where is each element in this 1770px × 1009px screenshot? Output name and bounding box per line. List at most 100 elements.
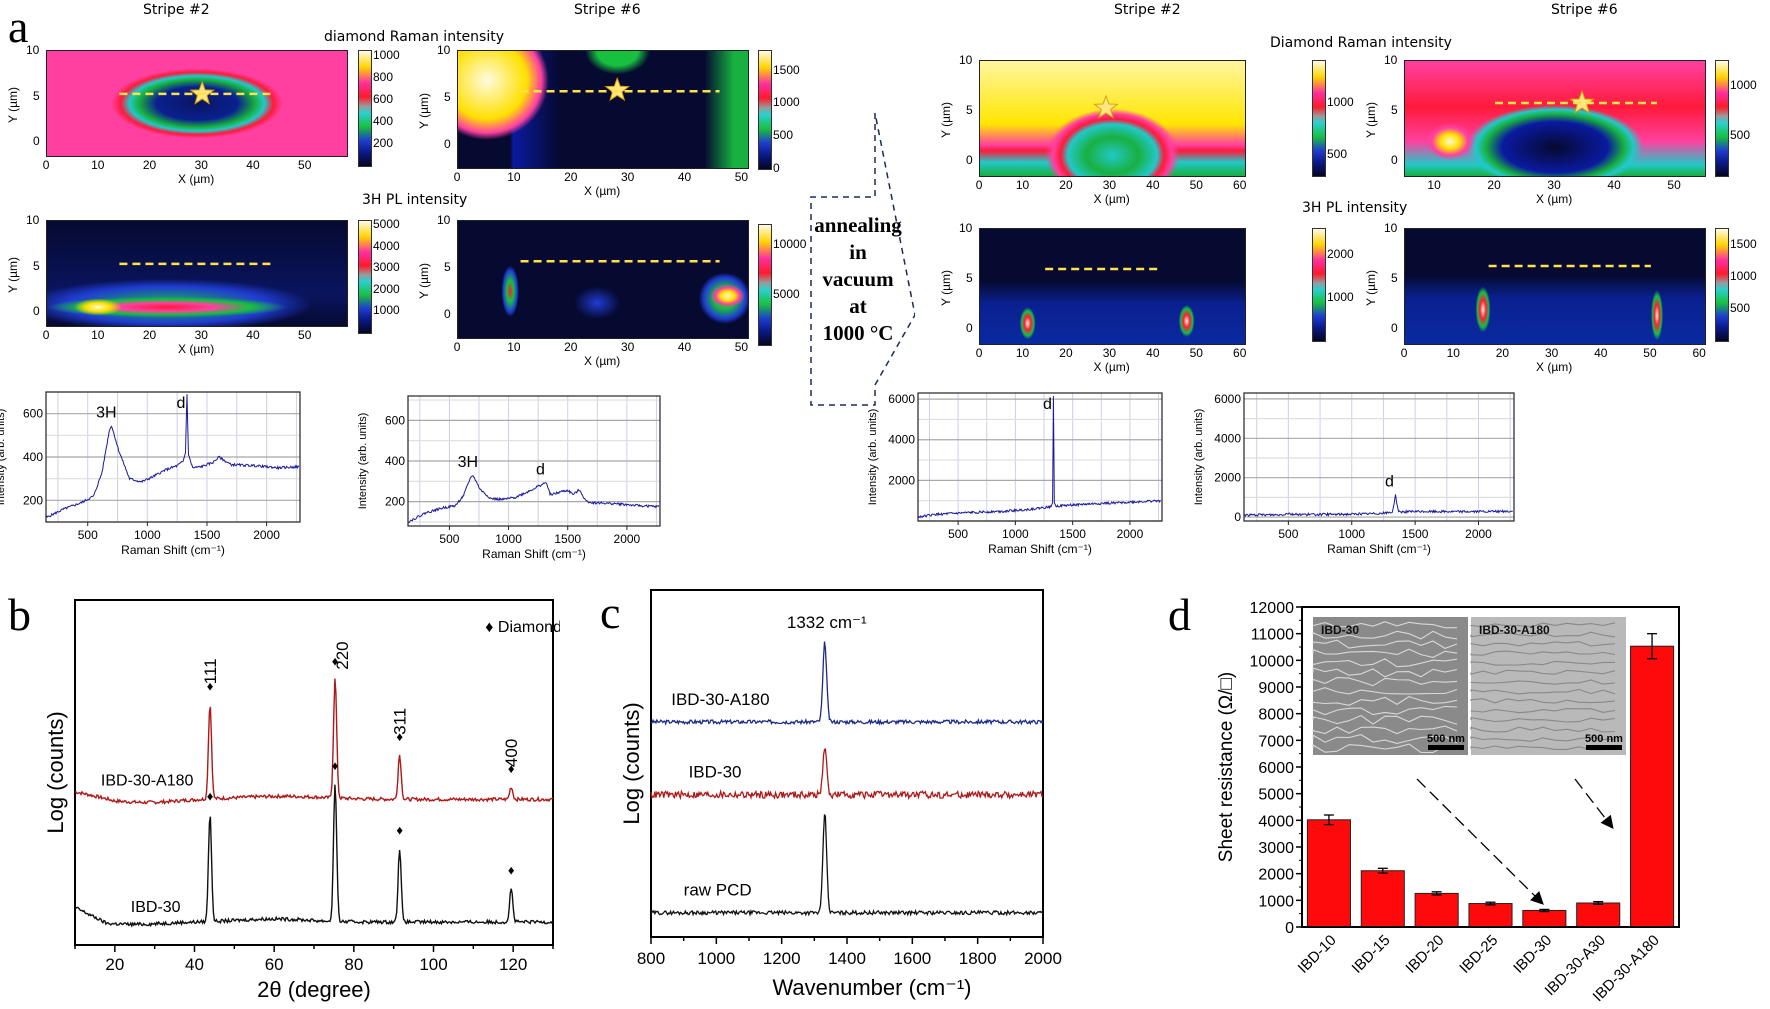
sem-step-edge: [1312, 658, 1458, 668]
x-tick-label: 100: [419, 955, 447, 974]
x-tick-label: 40: [246, 328, 260, 342]
diamond-marker-icon: ♦: [396, 729, 403, 744]
colorbar: [758, 224, 772, 346]
y-tick-label: 10: [437, 43, 451, 57]
y-axis-label: Y (µm): [6, 86, 20, 123]
x-axis-label: Wavenumber (cm⁻¹): [772, 975, 971, 1000]
colorbar-tick-label: 1000: [373, 48, 400, 63]
annealing-line-3: vacuum: [822, 266, 894, 291]
colorbar-tick-label: 500: [1730, 301, 1751, 315]
y-tick-label: 0: [1234, 510, 1241, 524]
x-tick-label: 10: [91, 328, 105, 342]
sem-step-edge: [1312, 639, 1458, 650]
x-axis-label: X (µm): [178, 342, 215, 356]
legend-diamond: ♦ Diamond: [485, 619, 560, 636]
peak-label-d: d: [536, 461, 545, 478]
colorbar-tick-label: 400: [373, 114, 394, 129]
inset-label: IBD-30-A180: [1479, 623, 1550, 637]
y-tick-label: 2000: [1214, 471, 1241, 485]
raman-comparison-chart: 800 1000 1200 1400 1600 1800 2000 Wavenumber (c…: [619, 589, 1062, 1000]
sem-step-edge: [1470, 622, 1616, 628]
x-tick-label: 20: [105, 955, 124, 974]
colorbar-tick-label: 1500: [773, 62, 800, 77]
x-tick-label: 40: [1146, 178, 1160, 192]
y-axis-label: Intensity (arb. units): [867, 409, 879, 506]
x-tick-label: 0: [42, 158, 50, 172]
peak-label: 220: [333, 641, 352, 669]
x-axis-label: X (µm): [584, 184, 621, 198]
x-tick-label: 1500: [554, 532, 581, 546]
x-axis-label: X (µm): [1536, 192, 1573, 206]
category-label: IBD-30: [1510, 932, 1555, 977]
x-tick-label: 0: [1400, 346, 1408, 360]
colorbar-tick-label: 1500: [1730, 237, 1757, 251]
y-tick-label: 10: [437, 213, 451, 227]
colorbar-tick-label: 1000: [373, 303, 400, 318]
colorbar-tick-label: 1000: [1327, 289, 1354, 304]
star-marker-icon: [1093, 94, 1119, 119]
heatmap-a-heatmap-before-stripe6-pl: [457, 220, 749, 339]
x-axis-label: X (µm): [1536, 360, 1573, 374]
plot-frame: [1243, 392, 1515, 522]
annealing-arrow: [810, 112, 915, 406]
x-tick-label: 40: [677, 340, 692, 354]
x-tick-label: 2000: [1024, 949, 1062, 968]
raman-series-ibd-30-a180: [650, 641, 1044, 726]
heatmap-a-heatmap-after-stripe6-raman: [1404, 60, 1706, 177]
y-tick-label: 5: [444, 89, 451, 104]
x-tick-label: 30: [1102, 346, 1117, 360]
sem-step-edge: [1470, 650, 1616, 656]
colorbar-tick-label: 600: [373, 92, 394, 107]
x-axis-label: X (µm): [584, 354, 621, 368]
heatmap-overlay: [1093, 94, 1119, 119]
sem-step-edge: [1312, 621, 1458, 629]
y-axis-label: Y (µm): [6, 256, 20, 293]
y-tick-label: 0: [966, 321, 973, 335]
y-tick-label: 10: [26, 43, 40, 57]
colorbar: [1312, 60, 1326, 177]
sem-step-edge: [1470, 641, 1616, 647]
heatmap-overlay: [1488, 264, 1651, 268]
sem-step-edge: [1312, 725, 1458, 735]
peak-label-d: d: [176, 395, 185, 412]
diamond-marker-icon: ♦: [332, 758, 339, 773]
colorbar: [1312, 228, 1326, 342]
x-tick-label: 40: [1594, 346, 1608, 360]
y-tick-label: 0: [1391, 321, 1398, 335]
y-tick-label: 4000: [888, 433, 915, 447]
x-tick-label: 1800: [959, 949, 997, 968]
x-tick-label: 20: [564, 170, 578, 184]
x-tick-label: 20: [1059, 346, 1073, 360]
y-axis-label: Log (counts): [43, 711, 68, 833]
y-tick-label: 7000: [1258, 733, 1294, 750]
y-axis-label: Y (µm): [939, 269, 953, 306]
colorbar: [758, 50, 772, 170]
y-tick-label: 5: [1391, 271, 1398, 285]
y-tick-label: 1000: [1258, 893, 1294, 910]
y-tick-label: 600: [23, 407, 43, 421]
scale-bar: [1428, 745, 1464, 750]
colorbar: [1715, 60, 1729, 177]
sem-step-edge: [1312, 677, 1458, 687]
y-tick-label: 3000: [1258, 840, 1294, 857]
x-tick-label: 60: [1233, 346, 1247, 360]
heatmap-overlay: [119, 80, 275, 105]
x-axis-label: Raman Shift (cm⁻¹): [988, 542, 1092, 556]
sem-step-edge: [1312, 734, 1458, 744]
heatmap-overlay: [1045, 267, 1159, 271]
x-tick-label: 2000: [1465, 527, 1492, 541]
y-tick-label: 5000: [1258, 787, 1294, 804]
x-tick-label: 10: [507, 340, 521, 354]
sem-step-edge: [1470, 660, 1615, 666]
x-tick-label: 500: [78, 528, 98, 542]
x-tick-label: 10: [1015, 346, 1030, 360]
bar-ibd-15: [1360, 870, 1405, 928]
sem-step-edge: [1312, 648, 1458, 658]
y-tick-label: 5: [1391, 103, 1398, 117]
spectrum-line: [917, 395, 1161, 519]
y-axis-label: Intensity (arb. units): [0, 409, 7, 506]
sem-image: [1313, 617, 1468, 755]
y-tick-label: 10: [1384, 221, 1398, 235]
spectrum-line: [1243, 494, 1513, 517]
